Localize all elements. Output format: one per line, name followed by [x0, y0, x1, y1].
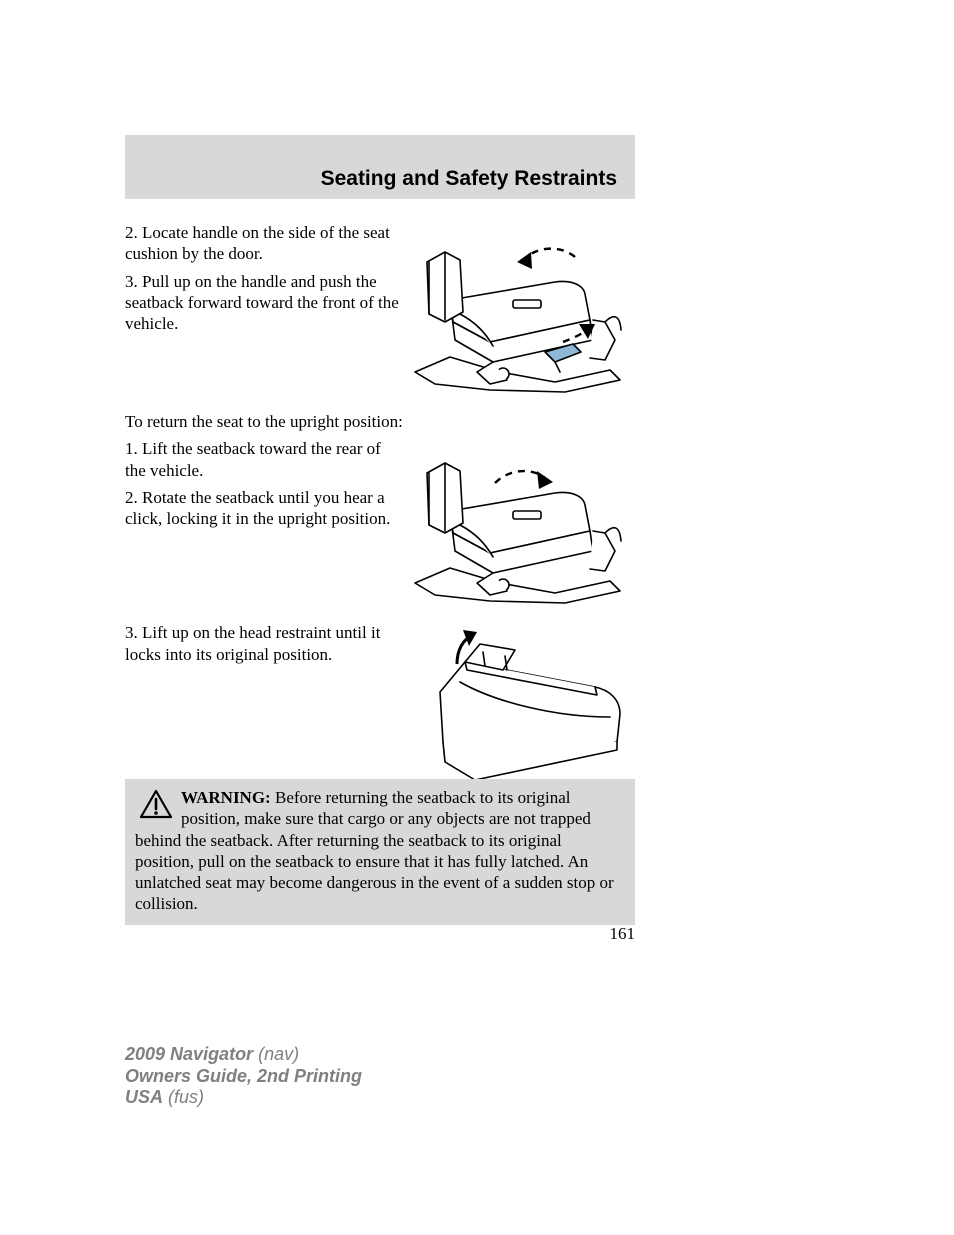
figure-2-wrap — [400, 438, 635, 608]
figure-3-head-restraint — [405, 622, 630, 782]
page-number: 161 — [125, 924, 635, 944]
arrow-head-icon — [537, 471, 553, 489]
section-1-text: 2. Locate handle on the side of the seat… — [125, 222, 400, 397]
s2-intro: To return the seat to the upright positi… — [125, 411, 635, 432]
footer-block: 2009 Navigator (nav) Owners Guide, 2nd P… — [125, 1044, 362, 1109]
figure-1-wrap — [400, 222, 635, 397]
footer-line-1: 2009 Navigator (nav) — [125, 1044, 362, 1066]
section-3-row: 3. Lift up on the head restraint until i… — [125, 622, 635, 782]
page: Seating and Safety Restraints 2. Locate … — [0, 0, 954, 1235]
arrow-head-icon — [463, 630, 477, 646]
s1-step-2: 2. Locate handle on the side of the seat… — [125, 222, 400, 265]
section-2-row: 1. Lift the seatback toward the rear of … — [125, 438, 635, 608]
warning-text-block: WARNING: Before returning the seatback t… — [135, 787, 625, 915]
arrow-head-icon — [517, 252, 532, 269]
s2-step-2: 2. Rotate the seatback until you hear a … — [125, 487, 400, 530]
section-title: Seating and Safety Restraints — [321, 167, 617, 191]
figure-1-seat-fold-forward — [405, 222, 630, 397]
s3-step-3: 3. Lift up on the head restraint until i… — [125, 622, 400, 665]
s2-step-1: 1. Lift the seatback toward the rear of … — [125, 438, 400, 481]
warning-label: WARNING: — [181, 788, 271, 807]
section-3-text: 3. Lift up on the head restraint until i… — [125, 622, 400, 782]
body-column: 2. Locate handle on the side of the seat… — [125, 222, 635, 782]
footer-line-2: Owners Guide, 2nd Printing — [125, 1066, 362, 1088]
section-header-band: Seating and Safety Restraints — [125, 135, 635, 199]
warning-box: WARNING: Before returning the seatback t… — [125, 779, 635, 925]
section-2-text: 1. Lift the seatback toward the rear of … — [125, 438, 400, 608]
figure-3-wrap — [400, 622, 635, 782]
footer-line-3: USA (fus) — [125, 1087, 362, 1109]
section-1-row: 2. Locate handle on the side of the seat… — [125, 222, 635, 397]
warning-icon — [139, 789, 173, 824]
s1-step-3: 3. Pull up on the handle and push the se… — [125, 271, 400, 335]
figure-2-seat-return — [405, 438, 630, 608]
